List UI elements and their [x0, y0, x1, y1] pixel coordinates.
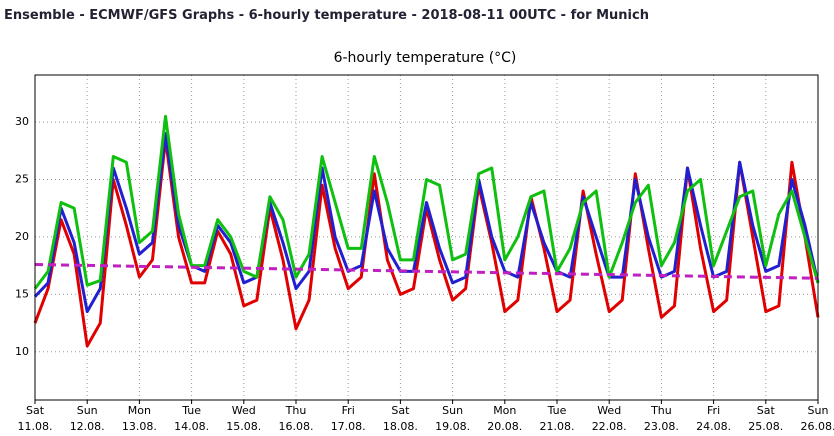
x-tick-label: Mon [128, 404, 151, 417]
x-tick-label: 26.08. [801, 420, 834, 433]
x-tick-label: Sun [77, 404, 98, 417]
x-tick-label: 20.08. [487, 420, 522, 433]
page-header: Ensemble - ECMWF/GFS Graphs - 6-hourly t… [4, 8, 649, 23]
y-tick-label: 20 [15, 230, 29, 243]
plot-frame [34, 74, 819, 401]
x-tick-label: 23.08. [644, 420, 679, 433]
x-tick-label: 12.08. [70, 420, 105, 433]
y-tick-label: 30 [15, 115, 29, 128]
x-tick-label: 19.08. [435, 420, 470, 433]
x-tick-label: Wed [597, 404, 621, 417]
x-tick-label: Thu [650, 404, 672, 417]
series-line [33, 132, 820, 314]
x-tick-label: 14.08. [174, 420, 209, 433]
x-tick-label: Tue [181, 404, 201, 417]
x-tick-label: Sun [808, 404, 829, 417]
series-line [33, 114, 820, 290]
x-tick-label: Mon [493, 404, 516, 417]
x-tick-label: 16.08. [279, 420, 314, 433]
series-line [34, 262, 819, 280]
x-tick-label: 18.08. [383, 420, 418, 433]
x-tick-label: 25.08. [748, 420, 783, 433]
y-tick-label: 25 [15, 173, 29, 186]
x-tick-label: Wed [232, 404, 256, 417]
chart-title: 6-hourly temperature (°C) [334, 50, 517, 66]
x-tick-label: 17.08. [331, 420, 366, 433]
x-tick-label: Sat [757, 404, 776, 417]
x-tick-label: Sat [26, 404, 45, 417]
x-tick-label: 21.08. [540, 420, 575, 433]
x-tick-label: 24.08. [696, 420, 731, 433]
x-tick-label: Sun [442, 404, 463, 417]
x-tick-label: 13.08. [122, 420, 157, 433]
x-tick-label: Tue [547, 404, 567, 417]
y-tick-label: 10 [15, 345, 29, 358]
x-tick-label: Sat [391, 404, 410, 417]
y-tick-label: 15 [15, 287, 29, 300]
x-tick-label: Fri [342, 404, 355, 417]
x-tick-label: 11.08. [18, 420, 53, 433]
x-tick-label: Fri [707, 404, 720, 417]
x-tick-label: 15.08. [226, 420, 261, 433]
x-tick-label: 22.08. [592, 420, 627, 433]
x-tick-label: Thu [285, 404, 307, 417]
